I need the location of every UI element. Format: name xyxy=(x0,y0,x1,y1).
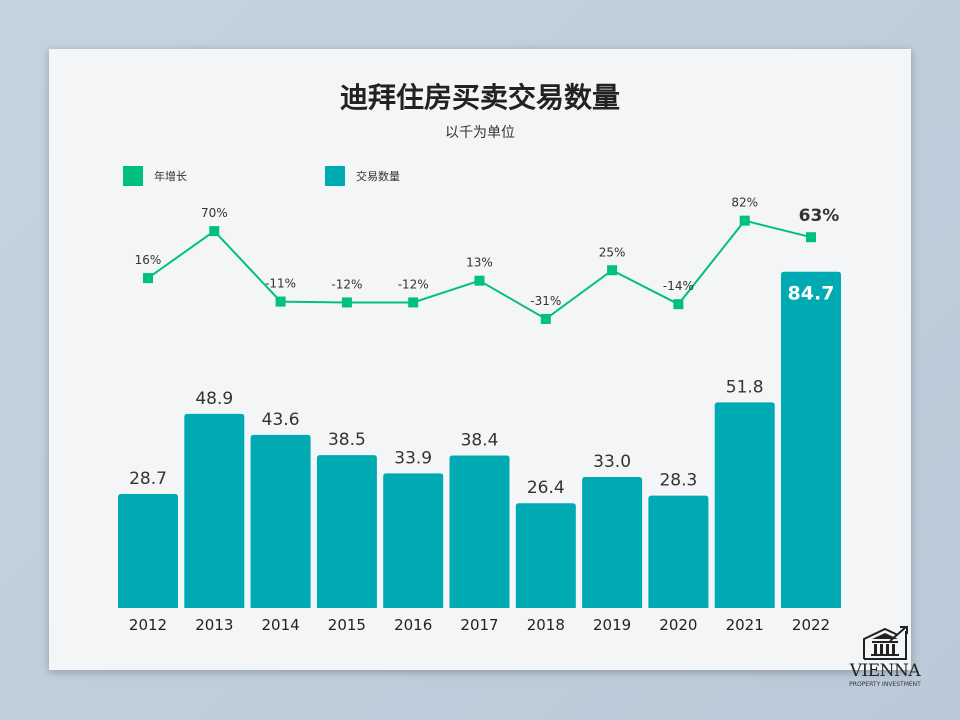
x-tick-label: 2014 xyxy=(262,616,300,634)
logo-tagline: PROPERTY INVESTMENT xyxy=(849,681,921,688)
growth-line xyxy=(147,219,812,321)
bar-value-label: 28.7 xyxy=(129,469,167,489)
legend-item-growth: 年增长 xyxy=(123,166,187,186)
growth-value-label: -12% xyxy=(331,277,362,291)
growth-point xyxy=(607,265,618,276)
legend-label-growth: 年增长 xyxy=(154,170,187,183)
bar xyxy=(383,473,444,608)
growth-value-label: 16% xyxy=(135,253,162,267)
growth-point xyxy=(408,297,419,308)
x-tick-label: 2012 xyxy=(129,616,167,634)
legend-swatch-volume xyxy=(325,166,345,186)
bar-value-label: 33.0 xyxy=(593,452,631,472)
bar xyxy=(118,494,178,608)
growth-value-label: -11% xyxy=(265,277,296,291)
bar xyxy=(250,434,311,608)
x-tick-label: 2019 xyxy=(593,616,631,634)
growth-point xyxy=(540,313,551,324)
growth-point xyxy=(209,226,220,237)
growth-point xyxy=(341,297,352,308)
growth-value-label: -31% xyxy=(530,294,561,308)
x-tick-label: 2016 xyxy=(394,616,432,634)
legend-swatch-growth xyxy=(123,166,143,186)
growth-value-label: -14% xyxy=(663,279,694,293)
bar xyxy=(582,476,643,608)
x-tick-label: 2020 xyxy=(659,616,697,634)
bar-value-label: 84.7 xyxy=(788,283,835,305)
bar-value-label: 26.4 xyxy=(527,478,565,498)
growth-point xyxy=(806,232,816,243)
bar-value-label: 28.3 xyxy=(659,471,697,491)
x-tick-label: 2022 xyxy=(792,616,830,634)
building-icon xyxy=(863,626,908,660)
bar-value-label: 38.4 xyxy=(461,431,499,451)
bar-value-label: 48.9 xyxy=(195,389,233,409)
bar-value-label: 38.5 xyxy=(328,430,366,450)
bar xyxy=(184,413,245,608)
bar xyxy=(648,495,709,608)
x-tick-label: 2021 xyxy=(726,616,764,634)
growth-point xyxy=(143,273,153,284)
growth-value-label: 13% xyxy=(466,256,493,270)
bar-value-label: 51.8 xyxy=(726,377,764,397)
growth-point xyxy=(474,275,485,286)
x-tick-label: 2017 xyxy=(460,616,498,634)
growth-point xyxy=(275,296,286,307)
growth-value-label: 82% xyxy=(731,196,758,210)
chart-title: 迪拜住房买卖交易数量 xyxy=(339,81,620,114)
logo-name: VIENNA xyxy=(849,661,921,681)
bar xyxy=(449,455,510,608)
bar-value-label: 33.9 xyxy=(394,448,432,468)
chart-subtitle: 以千为单位 xyxy=(445,125,515,141)
bar xyxy=(316,455,377,608)
x-tick-label: 2015 xyxy=(328,616,366,634)
growth-value-label: 25% xyxy=(599,245,626,259)
x-tick-label: 2013 xyxy=(195,616,233,634)
bar xyxy=(781,271,841,608)
vienna-logo: VIENNA PROPERTY INVESTMENT xyxy=(840,625,930,688)
growth-point xyxy=(673,299,684,310)
bar xyxy=(714,402,775,608)
growth-value-label: 70% xyxy=(201,206,228,220)
growth-value-label: 63% xyxy=(799,206,840,226)
bar xyxy=(515,503,576,608)
x-tick-label: 2018 xyxy=(527,616,565,634)
growth-value-label: -12% xyxy=(398,277,429,291)
legend-label-volume: 交易数量 xyxy=(356,170,400,183)
bar-value-label: 43.6 xyxy=(262,410,300,430)
legend-item-volume: 交易数量 xyxy=(325,166,400,186)
growth-point xyxy=(739,215,750,226)
